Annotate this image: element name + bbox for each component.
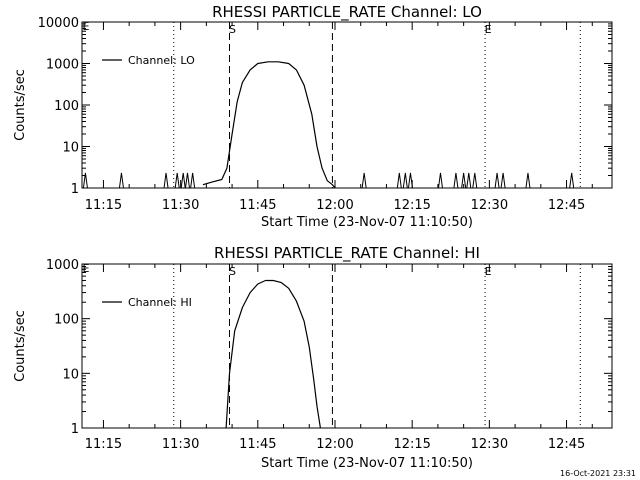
chart-0-xtick-label: 12:45 [548,198,585,213]
chart-0-spike [472,172,478,188]
chart-0-ytick-label: 10 [62,141,79,156]
chart-0-ytick-label: 1000 [46,58,79,73]
chart-0-spike [184,172,190,188]
chart-0-xtick-label: 12:15 [393,198,430,213]
chart-1-xtick-label: 12:15 [393,437,430,452]
chart-1-xtick-label: 11:45 [239,437,276,452]
chart-0-spike [525,172,531,188]
chart-1-y-axis-label: Counts/sec [13,310,28,382]
chart-0-spike [163,172,169,188]
chart-0-spike [82,172,88,188]
chart-1-xtick-label: 11:30 [162,437,199,452]
footer-timestamp: 16-Oct-2021 23:31 [560,469,636,478]
chart-0-xtick-label: 11:15 [85,198,122,213]
chart-1-series-line [225,279,321,428]
chart-0-title: RHESSI PARTICLE_RATE Channel: LO [212,3,482,22]
chart-1-xtick-label: 12:30 [471,437,508,452]
chart-1-title: RHESSI PARTICLE_RATE Channel: HI [214,244,480,263]
chart-0-series-line [202,61,336,188]
chart-0-spike [466,172,472,188]
chart-0-xtick-label: 11:45 [239,198,276,213]
chart-1-legend-label: Channel: HI [128,296,192,309]
chart-0-xtick-label: 12:00 [316,198,353,213]
chart-0-spike [437,172,443,188]
chart-0-spike [180,172,186,188]
chart-0-spike [569,172,575,188]
chart-1-corner-marker: E [83,262,90,275]
chart-0-spike [361,172,367,188]
chart-0-xtick-label: 12:30 [471,198,508,213]
chart-1-ytick-label: 1 [71,422,79,437]
chart-0-spike [461,172,467,188]
chart-0-legend-label: Channel: LO [128,54,195,67]
chart-0-ytick-label: 1 [71,182,79,197]
chart-0-spike [174,172,180,188]
chart-0-vline-label: S [229,23,236,36]
chart-1-xtick-label: 12:00 [316,437,353,452]
chart-1-xtick-label: 12:45 [548,437,585,452]
chart-0-spike [396,172,402,188]
chart-1-plot-frame [81,263,613,429]
chart-0-spike [453,172,459,188]
chart-1-ytick-label: 100 [54,313,79,328]
chart-1-ytick-label: 1000 [46,258,79,273]
chart-0-plot-frame [81,21,613,189]
chart-0-corner-marker: E [83,20,90,33]
chart-0-ytick-label: 10000 [38,16,79,31]
chart-1-x-axis-label: Start Time (23-Nov-07 11:10:50) [261,456,473,471]
chart-1-ytick-label: 10 [62,367,79,382]
chart-0-spike [494,172,500,188]
chart-1-vline-label: S [229,265,236,278]
chart-0-vline-label: E [485,23,492,36]
chart-1-xtick-label: 11:15 [85,437,122,452]
chart-0-spike [190,172,196,188]
chart-0-xtick-label: 11:30 [162,198,199,213]
chart-0-spike [500,172,506,188]
chart-0-spike [402,172,408,188]
chart-0-ytick-label: 100 [54,99,79,114]
chart-1-vline-label: E [485,265,492,278]
chart-0-y-axis-label: Counts/sec [13,69,28,141]
chart-0-spike [118,172,124,188]
chart-0-spike [407,172,413,188]
chart-0-x-axis-label: Start Time (23-Nov-07 11:10:50) [261,215,473,230]
